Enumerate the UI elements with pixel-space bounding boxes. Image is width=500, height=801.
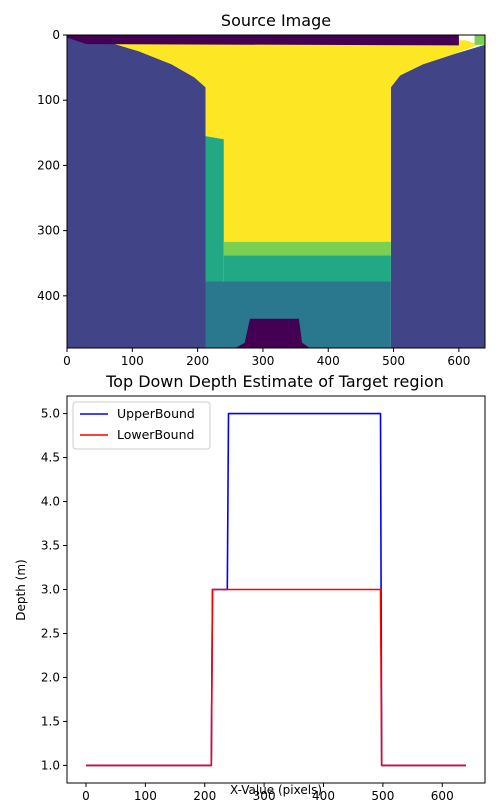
source-image-frame [66, 34, 486, 349]
region-right-wall [390, 35, 485, 348]
depth-chart-y-label: Depth (m) [14, 559, 28, 620]
region-teal-band [223, 255, 391, 282]
y-tick-label: 2.5 [41, 626, 60, 640]
source-image-y-ticks: 0 100 200 300 400 [37, 28, 67, 303]
region-top-right-green [474, 35, 485, 45]
x-tick-label: 600 [431, 789, 454, 801]
y-tick-label: 1.5 [41, 714, 60, 728]
depth-chart-x-label: X-Value (pixels) [230, 783, 322, 797]
x-tick-label: 400 [312, 789, 335, 801]
legend: UpperBound LowerBound [72, 401, 211, 450]
x-tick-label: 100 [134, 789, 157, 801]
depth-chart-plot [86, 412, 466, 767]
legend-label-upperbound: UpperBound [117, 406, 195, 421]
x-tick-label: 400 [317, 354, 340, 368]
y-tick-label: 4.0 [41, 495, 60, 509]
y-tick-label: 2.0 [41, 670, 60, 684]
x-tick-label: 500 [371, 789, 394, 801]
x-tick-label: 0 [63, 354, 71, 368]
y-tick-label: 0 [52, 28, 60, 42]
y-tick-label: 1.0 [41, 758, 60, 772]
region-light-green-band [223, 241, 391, 256]
x-tick-label: 600 [447, 354, 470, 368]
region-yellow-top-area [83, 40, 479, 242]
x-tick-label: 200 [186, 354, 209, 368]
y-tick-label: 400 [37, 289, 60, 303]
region-green-left-strip [205, 136, 224, 282]
region-top-dark-strip [67, 35, 459, 46]
y-tick-label: 4.5 [41, 451, 60, 465]
x-tick-label: 100 [121, 354, 144, 368]
x-tick-label: 300 [251, 354, 274, 368]
y-tick-label: 3.5 [41, 539, 60, 553]
y-tick-label: 3.0 [41, 583, 60, 597]
source-image-x-ticks: 0 100 200 300 400 500 600 [63, 348, 470, 368]
series-line-lowerbound [86, 588, 466, 767]
y-tick-label: 5.0 [41, 407, 60, 421]
x-tick-label: 300 [253, 789, 276, 801]
y-tick-label: 200 [37, 158, 60, 172]
y-tick-label: 100 [37, 93, 60, 107]
depth-chart-title: Top Down Depth Estimate of Target region [105, 372, 444, 391]
y-tick-label: 300 [37, 224, 60, 238]
region-left-wall [67, 35, 206, 348]
x-tick-label: 500 [382, 354, 405, 368]
x-tick-label: 200 [193, 789, 216, 801]
depth-chart-x-ticks: 0 100 200 300 400 500 600 [82, 783, 454, 801]
source-image-title: Source Image [221, 11, 331, 30]
source-image-plot [67, 35, 485, 348]
legend-label-lowerbound: LowerBound [117, 427, 194, 442]
region-bottom-dark-object [235, 318, 310, 348]
x-tick-label: 0 [82, 789, 90, 801]
depth-chart-y-ticks: 1.0 1.5 2.0 2.5 3.0 3.5 4.0 4.5 5.0 [41, 407, 67, 772]
